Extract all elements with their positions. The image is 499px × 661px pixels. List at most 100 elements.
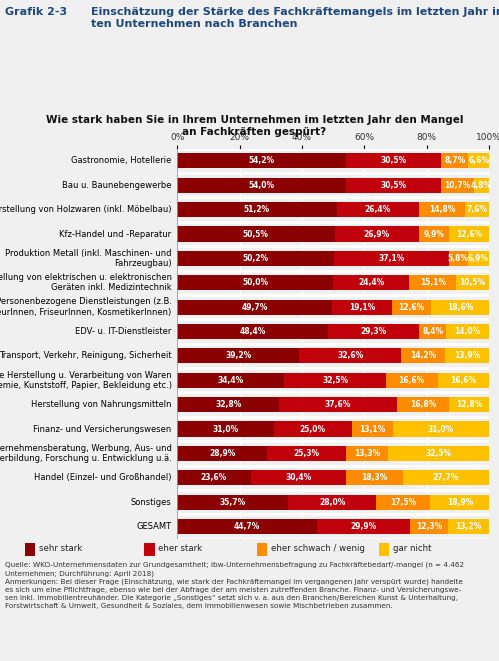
Bar (177, 299, 332, 315)
Text: 32,5%: 32,5% (322, 376, 348, 385)
Bar (474, 178, 489, 193)
Text: 18,6%: 18,6% (447, 303, 473, 311)
Bar (177, 227, 335, 241)
Bar (334, 251, 450, 266)
Bar (379, 543, 389, 556)
Text: 16,6%: 16,6% (399, 376, 425, 385)
Bar (177, 202, 337, 217)
Bar (445, 348, 489, 364)
Bar (328, 324, 420, 339)
Text: 49,7%: 49,7% (242, 303, 268, 311)
Text: 7,6%: 7,6% (467, 205, 488, 214)
Bar (177, 446, 267, 461)
Bar (284, 373, 386, 388)
Bar (288, 494, 376, 510)
Text: 12,8%: 12,8% (456, 400, 482, 409)
Text: 10,5%: 10,5% (460, 278, 486, 288)
Text: 24,4%: 24,4% (358, 278, 384, 288)
Text: 17,5%: 17,5% (390, 498, 416, 506)
Bar (346, 446, 388, 461)
Bar (410, 519, 448, 534)
Text: 50,5%: 50,5% (243, 229, 269, 239)
Bar (352, 422, 393, 436)
Bar (24, 543, 35, 556)
Text: 32,8%: 32,8% (215, 400, 242, 409)
Text: 27,7%: 27,7% (433, 473, 459, 483)
Bar (177, 348, 299, 364)
Text: 18,9%: 18,9% (447, 498, 473, 506)
Text: 39,2%: 39,2% (225, 352, 251, 360)
Text: 51,2%: 51,2% (244, 205, 270, 214)
Bar (274, 422, 352, 436)
Bar (419, 202, 465, 217)
Text: 28,0%: 28,0% (319, 498, 345, 506)
Bar (456, 275, 489, 290)
Text: 30,5%: 30,5% (381, 157, 407, 165)
Bar (345, 178, 441, 193)
Bar (177, 178, 345, 193)
Text: 8,7%: 8,7% (444, 157, 466, 165)
Bar (250, 470, 345, 485)
Text: Quelle: WKO-Unternehmensdaten zur Grundgesamtheit; ibw-Unternehmensbefragung zu : Quelle: WKO-Unternehmensdaten zur Grundg… (5, 562, 464, 609)
Text: 14,2%: 14,2% (410, 352, 436, 360)
Bar (450, 251, 468, 266)
Text: Einschätzung der Stärke des Fachkräftemangels im letzten Jahr in den befrag-
ten: Einschätzung der Stärke des Fachkräftema… (90, 7, 499, 29)
Bar (441, 178, 474, 193)
Bar (388, 446, 489, 461)
Bar (177, 519, 316, 534)
Text: 12,3%: 12,3% (416, 522, 442, 531)
Text: eher stark: eher stark (158, 544, 203, 553)
Text: 29,3%: 29,3% (361, 327, 387, 336)
Bar (468, 251, 489, 266)
Bar (386, 373, 438, 388)
Text: 4,8%: 4,8% (471, 181, 492, 190)
Text: 14,0%: 14,0% (455, 327, 481, 336)
Text: 35,7%: 35,7% (220, 498, 246, 506)
Bar (420, 324, 446, 339)
Text: eher schwach / wenig: eher schwach / wenig (271, 544, 365, 553)
Text: 8,4%: 8,4% (422, 327, 443, 336)
Text: 26,4%: 26,4% (365, 205, 391, 214)
Text: 13,9%: 13,9% (454, 352, 480, 360)
Text: 25,3%: 25,3% (294, 449, 320, 458)
Text: 31,0%: 31,0% (213, 424, 239, 434)
Text: 6,6%: 6,6% (468, 157, 489, 165)
Text: 37,6%: 37,6% (325, 400, 351, 409)
Bar (403, 470, 489, 485)
Text: 13,3%: 13,3% (354, 449, 380, 458)
Bar (333, 275, 409, 290)
Bar (346, 153, 441, 169)
Bar (392, 299, 431, 315)
Bar (279, 397, 397, 412)
Text: 44,7%: 44,7% (234, 522, 260, 531)
Text: 34,4%: 34,4% (218, 376, 244, 385)
Text: 32,5%: 32,5% (425, 449, 452, 458)
Bar (177, 251, 334, 266)
Bar (335, 227, 419, 241)
Text: gar nicht: gar nicht (393, 544, 431, 553)
Bar (177, 275, 333, 290)
Bar (257, 543, 267, 556)
Text: 32,6%: 32,6% (337, 352, 363, 360)
Bar (177, 373, 284, 388)
Bar (465, 202, 489, 217)
Text: 12,6%: 12,6% (456, 229, 482, 239)
Text: Wie stark haben Sie in Ihrem Unternehmen im letzten Jahr den Mangel
an Fachkräft: Wie stark haben Sie in Ihrem Unternehmen… (46, 115, 463, 137)
Bar (345, 470, 403, 485)
Bar (446, 324, 490, 339)
Bar (177, 494, 288, 510)
Bar (267, 446, 346, 461)
Text: 16,8%: 16,8% (410, 400, 436, 409)
Text: 54,2%: 54,2% (249, 157, 275, 165)
Bar (316, 519, 410, 534)
Text: 14,8%: 14,8% (429, 205, 456, 214)
Text: 30,4%: 30,4% (285, 473, 311, 483)
Bar (177, 470, 250, 485)
Bar (430, 494, 490, 510)
Bar (401, 348, 445, 364)
Bar (397, 397, 449, 412)
Bar (144, 543, 155, 556)
Text: 10,7%: 10,7% (444, 181, 471, 190)
Bar (438, 373, 490, 388)
Text: 23,6%: 23,6% (201, 473, 227, 483)
